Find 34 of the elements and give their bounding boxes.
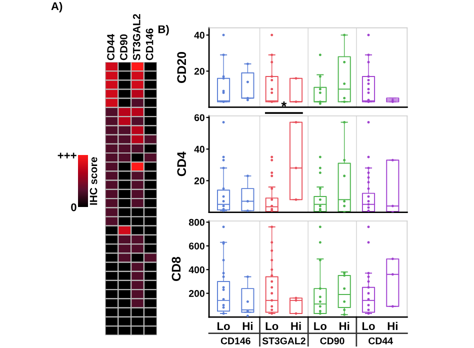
x-tick-label: Hi: [291, 322, 301, 330]
x-tick-label: Lo: [266, 322, 278, 330]
text: CD90: [320, 337, 344, 344]
text: CD44: [368, 337, 393, 344]
x-tick-label: Lo: [314, 322, 327, 330]
x-tick-label: Lo: [362, 322, 375, 330]
color-bar-label: 0: [71, 203, 76, 212]
x-tick-label: CD90: [120, 34, 128, 60]
y-tick-label: 600: [189, 242, 204, 250]
x-tick-label: Lo: [217, 322, 230, 330]
x-tick-label: Hi: [340, 322, 350, 330]
chart-title: A): [51, 2, 62, 12]
y-tick-label: 400: [188, 266, 204, 274]
y-tick-label: 40: [194, 146, 204, 153]
text: CD146: [220, 337, 250, 344]
y-tick-label: 800: [188, 218, 204, 226]
y-tick-label: 40: [194, 32, 204, 39]
y-tick-label: 60: [194, 114, 204, 122]
y-axis-title: CD8: [172, 256, 181, 281]
y-tick-label: 200: [188, 290, 204, 297]
y-tick-label: 20: [194, 177, 204, 184]
text: ST3GAL2: [262, 337, 306, 344]
y-axis-title: CD4: [177, 152, 186, 176]
x-tick-label: Hi: [242, 322, 252, 330]
annotation: *: [281, 102, 287, 107]
chart-title: B): [158, 25, 169, 36]
y-axis-title: CD20: [177, 52, 186, 83]
x-tick-label: CD44: [107, 34, 114, 60]
color-bar-title: IHC score: [90, 157, 98, 205]
color-bar-label: +++: [58, 152, 76, 158]
y-tick-label: 20: [194, 68, 204, 75]
x-tick-label: Hi: [388, 322, 398, 330]
x-tick-label: CD146: [146, 28, 154, 60]
x-tick-label: ST3GAL2: [132, 14, 140, 60]
